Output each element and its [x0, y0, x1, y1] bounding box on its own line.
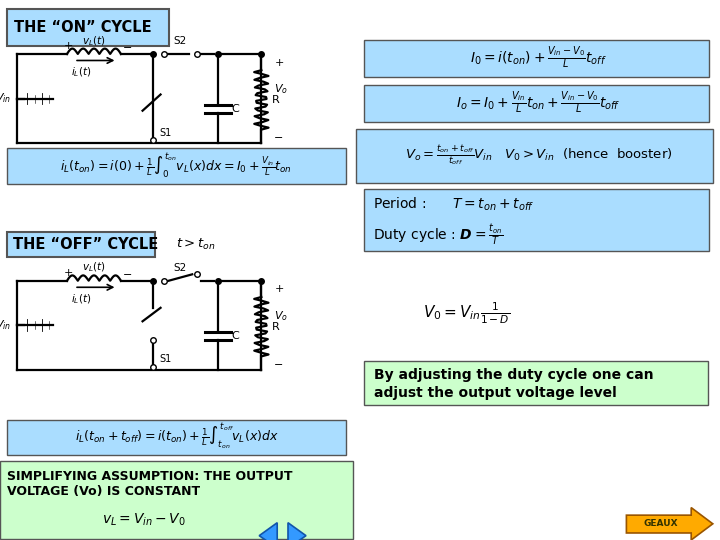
Text: +: + — [274, 284, 284, 294]
Text: $V_o$: $V_o$ — [274, 309, 288, 323]
Text: $v_L(t)$: $v_L(t)$ — [82, 34, 106, 48]
Polygon shape — [288, 523, 306, 540]
Text: $i_L(t)$: $i_L(t)$ — [71, 66, 91, 79]
Text: C: C — [231, 331, 239, 341]
FancyBboxPatch shape — [364, 361, 708, 405]
Text: By adjusting the duty cycle one can: By adjusting the duty cycle one can — [374, 368, 654, 382]
Text: $+$: $+$ — [63, 267, 73, 278]
Text: adjust the output voltage level: adjust the output voltage level — [374, 386, 617, 400]
Text: S1: S1 — [159, 127, 171, 138]
Text: R: R — [272, 322, 280, 332]
Text: GEAUX: GEAUX — [644, 519, 678, 528]
Text: C: C — [231, 104, 239, 114]
Text: $V_0 = V_{in} \frac{1}{1 - D}$: $V_0 = V_{in} \frac{1}{1 - D}$ — [423, 300, 510, 326]
Text: S2: S2 — [174, 36, 187, 46]
Text: VOLTAGE (Vo) IS CONSTANT: VOLTAGE (Vo) IS CONSTANT — [7, 485, 200, 498]
Text: $V_{in}$: $V_{in}$ — [0, 92, 11, 105]
FancyBboxPatch shape — [364, 40, 709, 77]
Polygon shape — [626, 508, 713, 540]
Text: $-$: $-$ — [273, 131, 283, 141]
Text: $i_L(t)$: $i_L(t)$ — [71, 293, 91, 306]
FancyBboxPatch shape — [7, 9, 169, 46]
Text: $V_o = \frac{t_{on} + t_{off}}{t_{off}} V_{in}$   $V_0 > V_{in}$  (hence  booste: $V_o = \frac{t_{on} + t_{off}}{t_{off}} … — [405, 144, 672, 167]
FancyBboxPatch shape — [356, 129, 713, 183]
Text: SIMPLIFYING ASSUMPTION: THE OUTPUT: SIMPLIFYING ASSUMPTION: THE OUTPUT — [7, 470, 293, 483]
Text: $-$: $-$ — [122, 268, 132, 278]
Text: R: R — [272, 95, 280, 105]
FancyBboxPatch shape — [7, 420, 346, 455]
Text: $I_o = I_0 + \frac{V_{in}}{L} t_{on} + \frac{V_{in} - V_0}{L} t_{off}$: $I_o = I_0 + \frac{V_{in}}{L} t_{on} + \… — [456, 90, 621, 116]
Text: $-$: $-$ — [273, 358, 283, 368]
Text: $V_{in}$: $V_{in}$ — [0, 319, 11, 332]
Text: $I_0 = i(t_{on}) + \frac{V_{in} - V_0}{L} t_{off}$: $I_0 = i(t_{on}) + \frac{V_{in} - V_0}{L… — [470, 45, 607, 71]
Polygon shape — [259, 523, 277, 540]
Text: THE “ON” CYCLE: THE “ON” CYCLE — [14, 19, 152, 35]
FancyBboxPatch shape — [0, 461, 353, 539]
FancyBboxPatch shape — [364, 189, 709, 251]
FancyBboxPatch shape — [364, 85, 709, 122]
Text: $V_o$: $V_o$ — [274, 82, 288, 96]
Text: $v_L(t)$: $v_L(t)$ — [82, 261, 106, 274]
Text: S1: S1 — [159, 354, 171, 364]
Text: THE “OFF” CYCLE: THE “OFF” CYCLE — [13, 237, 158, 252]
Text: $i_L(t_{on}) = i(0) + \frac{1}{L}\int_0^{t_{on}} v_L(x)dx = I_0 + \frac{V_{in}}{: $i_L(t_{on}) = i(0) + \frac{1}{L}\int_0^… — [60, 151, 292, 180]
Text: S2: S2 — [174, 262, 187, 273]
Text: $t > t_{on}$: $t > t_{on}$ — [176, 237, 216, 252]
Text: +: + — [274, 57, 284, 68]
Text: $v_L = V_{in} - V_0$: $v_L = V_{in} - V_0$ — [102, 511, 186, 528]
Text: Duty cycle : $\boldsymbol{D} = \frac{t_{on}}{T}$: Duty cycle : $\boldsymbol{D} = \frac{t_{… — [373, 223, 503, 248]
Text: $+$: $+$ — [63, 40, 73, 51]
Text: $i_L(t_{on} + t_{off}) = i(t_{on}) + \frac{1}{L}\int_{t_{on}}^{t_{off}} v_L(x)dx: $i_L(t_{on} + t_{off}) = i(t_{on}) + \fr… — [74, 422, 279, 452]
Text: Period :      $T = t_{on} + t_{off}$: Period : $T = t_{on} + t_{off}$ — [373, 196, 534, 213]
FancyBboxPatch shape — [7, 232, 155, 256]
FancyBboxPatch shape — [7, 148, 346, 184]
Text: $-$: $-$ — [122, 41, 132, 51]
